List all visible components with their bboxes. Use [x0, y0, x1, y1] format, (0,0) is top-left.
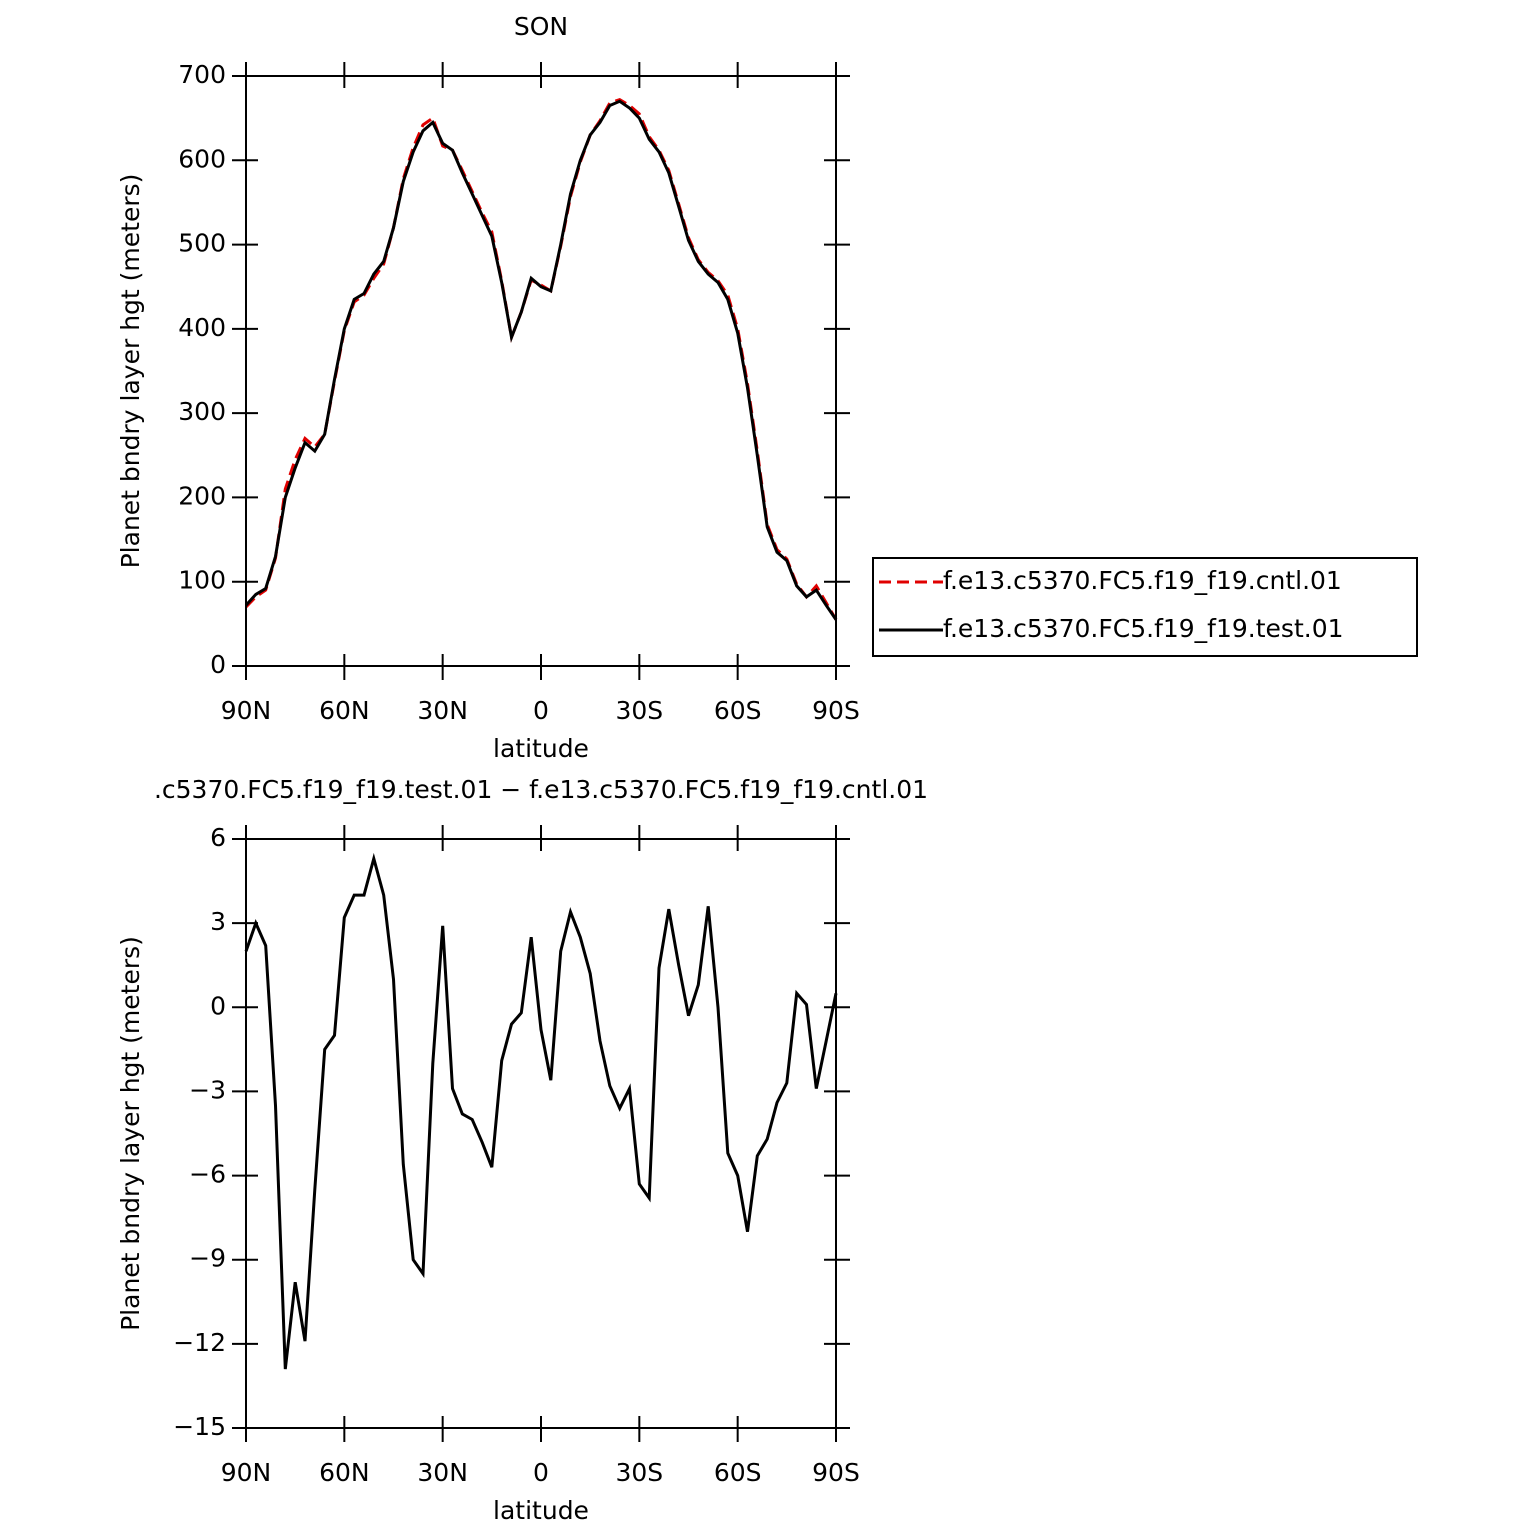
- y-tick-label: 0: [210, 991, 226, 1020]
- data-line: [244, 99, 838, 621]
- x-tick-label: 90S: [812, 1458, 860, 1487]
- legend-label: f.e13.c5370.FC5.f19_f19.cntl.01: [943, 566, 1342, 595]
- x-tick-label: 0: [533, 696, 549, 725]
- x-tick-label: 30N: [417, 1458, 468, 1487]
- y-tick-label: 6: [210, 823, 226, 852]
- y-tick-label: −15: [173, 1412, 226, 1441]
- legend-box: [872, 557, 1418, 657]
- legend-label: f.e13.c5370.FC5.f19_f19.test.01: [943, 614, 1344, 643]
- x-axis-label: latitude: [493, 734, 589, 763]
- y-tick-label: 300: [178, 397, 226, 426]
- x-tick-label: 30S: [615, 696, 663, 725]
- y-tick-label: 100: [178, 566, 226, 595]
- y-tick-label: 700: [178, 60, 226, 89]
- x-tick-label: 0: [533, 1458, 549, 1487]
- y-tick-label: −3: [189, 1075, 226, 1104]
- data-line: [244, 852, 838, 1370]
- y-tick-label: −12: [173, 1328, 226, 1357]
- y-tick-label: 3: [210, 907, 226, 936]
- y-tick-label: 0: [210, 650, 226, 679]
- plot-frame: [245, 838, 837, 1429]
- y-tick-label: 600: [178, 144, 226, 173]
- plot-frame: [245, 75, 837, 667]
- x-tick-label: 60N: [319, 1458, 370, 1487]
- x-axis-label: latitude: [493, 1496, 589, 1525]
- y-tick-label: 500: [178, 229, 226, 258]
- y-tick-label: 200: [178, 481, 226, 510]
- x-tick-label: 90N: [221, 696, 272, 725]
- x-tick-label: 90N: [221, 1458, 272, 1487]
- x-tick-label: 60N: [319, 696, 370, 725]
- x-tick-label: 90S: [812, 696, 860, 725]
- x-tick-label: 30S: [615, 1458, 663, 1487]
- x-tick-label: 30N: [417, 696, 468, 725]
- data-line: [244, 97, 838, 621]
- y-tick-label: −9: [189, 1244, 226, 1273]
- y-axis-label: Planet bndry layer hgt (meters): [116, 174, 145, 569]
- x-tick-label: 60S: [714, 1458, 762, 1487]
- y-tick-label: −6: [189, 1160, 226, 1189]
- chart-title: SON: [514, 12, 568, 41]
- y-tick-label: 400: [178, 313, 226, 342]
- y-axis-label: Planet bndry layer hgt (meters): [116, 936, 145, 1331]
- chart-title: .c5370.FC5.f19_f19.test.01 − f.e13.c5370…: [154, 775, 928, 804]
- x-tick-label: 60S: [714, 696, 762, 725]
